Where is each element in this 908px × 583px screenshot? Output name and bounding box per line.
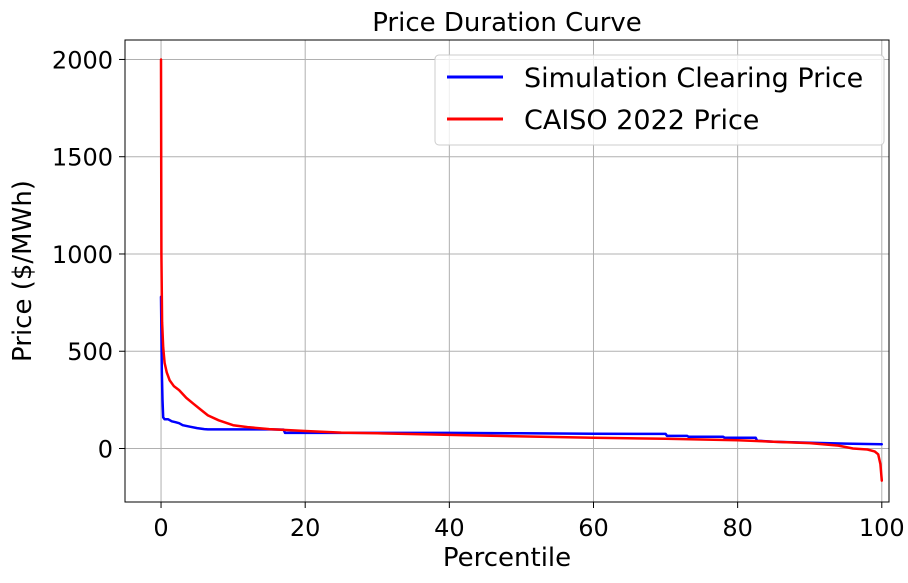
series-line-simulation xyxy=(159,295,884,446)
x-tick-label: 0 xyxy=(153,514,168,542)
legend-label-simulation: Simulation Clearing Price xyxy=(524,63,863,94)
series-line-caiso xyxy=(159,58,884,482)
chart-title: Price Duration Curve xyxy=(372,8,642,38)
y-tick-label: 500 xyxy=(67,338,113,366)
legend-label-caiso: CAISO 2022 Price xyxy=(524,105,759,136)
x-tick-label: 20 xyxy=(290,514,321,542)
legend: Simulation Clearing Price CAISO 2022 Pri… xyxy=(434,54,885,146)
x-tick-label: 100 xyxy=(859,514,905,542)
y-tick-label: 1500 xyxy=(52,144,113,172)
x-tick-label: 60 xyxy=(578,514,609,542)
y-tick-label: 0 xyxy=(98,436,113,464)
plot-frame xyxy=(124,39,890,503)
x-axis-label: Percentile xyxy=(443,543,571,573)
legend-box xyxy=(434,54,885,146)
series-layer xyxy=(159,58,884,482)
y-axis-label: Price ($/MWh) xyxy=(8,180,38,362)
x-tick-label: 40 xyxy=(434,514,465,542)
x-tick-label: 80 xyxy=(722,514,753,542)
y-tick-label: 2000 xyxy=(52,46,113,74)
y-tick-label: 1000 xyxy=(52,241,113,269)
